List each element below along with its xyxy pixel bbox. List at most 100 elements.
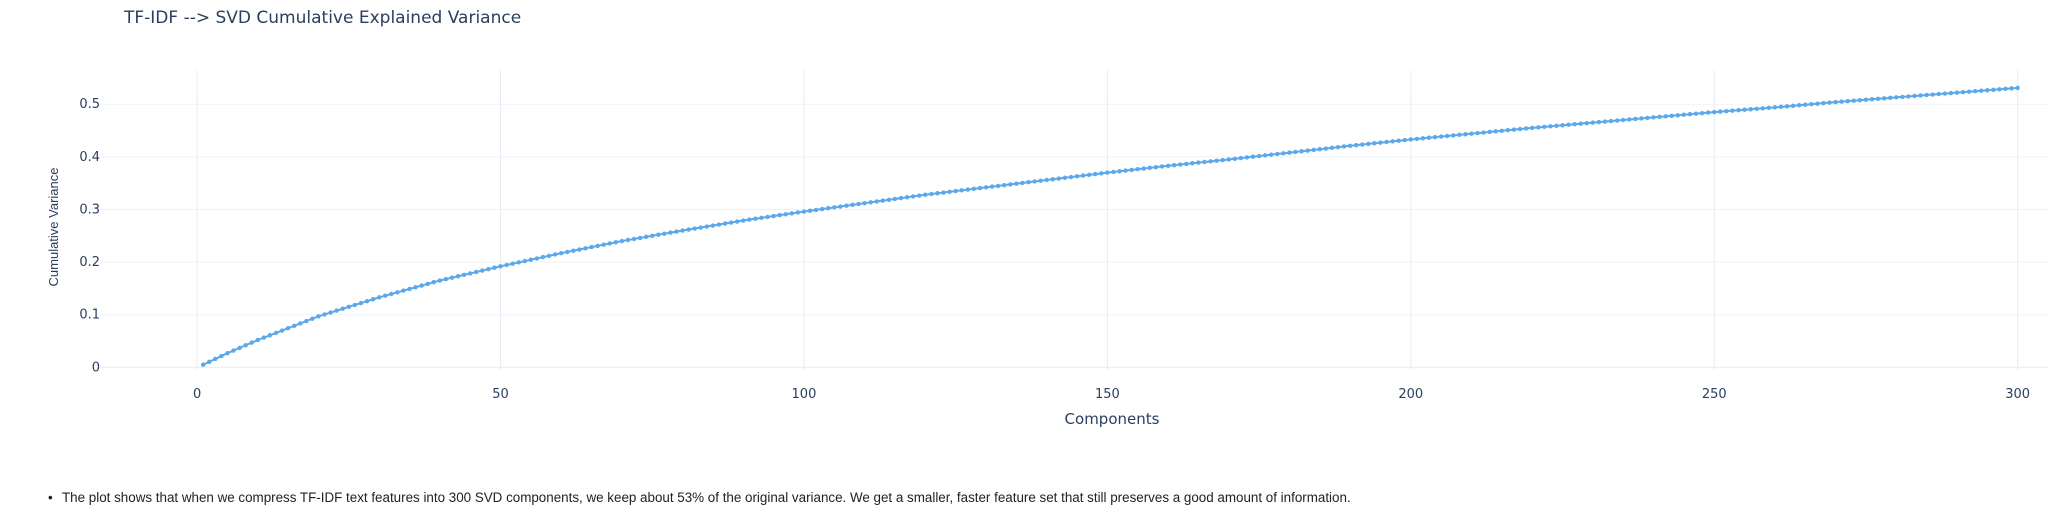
- data-point[interactable]: [1790, 103, 1796, 108]
- data-point[interactable]: [1184, 161, 1189, 167]
- data-point[interactable]: [461, 272, 467, 278]
- data-point[interactable]: [1135, 167, 1140, 172]
- data-point[interactable]: [1778, 104, 1784, 110]
- data-point[interactable]: [1275, 151, 1280, 157]
- data-point[interactable]: [613, 240, 619, 245]
- data-point[interactable]: [1633, 116, 1638, 122]
- data-point[interactable]: [819, 206, 825, 212]
- data-point[interactable]: [522, 258, 527, 264]
- data-point[interactable]: [1226, 157, 1231, 162]
- data-point[interactable]: [983, 185, 989, 190]
- data-point[interactable]: [1202, 159, 1207, 165]
- data-point[interactable]: [1869, 97, 1875, 102]
- data-point[interactable]: [1457, 132, 1462, 138]
- data-point[interactable]: [1529, 125, 1535, 131]
- data-point[interactable]: [310, 316, 315, 321]
- data-point[interactable]: [571, 248, 576, 253]
- data-point[interactable]: [1912, 93, 1917, 99]
- data-point[interactable]: [1438, 134, 1444, 139]
- data-point[interactable]: [977, 185, 983, 191]
- data-point[interactable]: [243, 343, 248, 348]
- data-point[interactable]: [413, 285, 418, 290]
- data-point[interactable]: [1032, 179, 1037, 184]
- data-point[interactable]: [1851, 98, 1857, 103]
- data-point[interactable]: [1420, 136, 1426, 141]
- data-point[interactable]: [1669, 113, 1674, 118]
- data-point[interactable]: [1451, 133, 1456, 138]
- data-point[interactable]: [1238, 155, 1244, 161]
- data-point[interactable]: [279, 328, 285, 333]
- data-point[interactable]: [862, 200, 867, 206]
- data-point[interactable]: [1014, 181, 1019, 186]
- data-point[interactable]: [874, 199, 879, 204]
- data-point[interactable]: [1481, 130, 1486, 135]
- data-point[interactable]: [1803, 102, 1808, 107]
- data-point[interactable]: [771, 213, 776, 219]
- data-point[interactable]: [1584, 120, 1589, 126]
- data-point[interactable]: [577, 247, 582, 252]
- data-point[interactable]: [1918, 93, 1923, 98]
- data-point[interactable]: [1020, 180, 1025, 186]
- data-point[interactable]: [352, 302, 358, 308]
- data-point[interactable]: [1244, 155, 1250, 160]
- data-point[interactable]: [2015, 85, 2020, 91]
- data-point[interactable]: [449, 275, 455, 280]
- data-point[interactable]: [346, 304, 352, 310]
- data-point[interactable]: [1008, 182, 1013, 187]
- data-point[interactable]: [1936, 91, 1941, 97]
- data-point[interactable]: [285, 325, 291, 331]
- data-point[interactable]: [467, 271, 473, 276]
- data-point[interactable]: [1038, 178, 1043, 183]
- data-point[interactable]: [492, 265, 497, 270]
- data-point[interactable]: [370, 297, 376, 302]
- data-point[interactable]: [1675, 113, 1681, 118]
- data-point[interactable]: [298, 321, 303, 326]
- data-point[interactable]: [1888, 95, 1893, 101]
- data-point[interactable]: [1517, 126, 1523, 132]
- data-point[interactable]: [898, 195, 904, 201]
- data-point[interactable]: [1614, 118, 1620, 123]
- data-point[interactable]: [631, 236, 637, 242]
- data-point[interactable]: [1766, 105, 1772, 111]
- data-point[interactable]: [1657, 114, 1662, 120]
- data-point[interactable]: [656, 232, 661, 237]
- data-point[interactable]: [1985, 88, 1990, 93]
- data-point[interactable]: [1117, 169, 1122, 174]
- data-point[interactable]: [929, 191, 934, 197]
- data-point[interactable]: [1572, 122, 1577, 127]
- data-point[interactable]: [1833, 99, 1838, 105]
- data-point[interactable]: [880, 198, 886, 203]
- data-point[interactable]: [1269, 152, 1274, 157]
- data-point[interactable]: [480, 268, 485, 273]
- data-point[interactable]: [1487, 129, 1492, 135]
- data-point[interactable]: [1651, 115, 1656, 120]
- data-point[interactable]: [1220, 157, 1225, 163]
- data-point[interactable]: [334, 308, 339, 313]
- data-point[interactable]: [1360, 142, 1365, 147]
- data-point[interactable]: [607, 241, 612, 246]
- data-point[interactable]: [589, 244, 594, 250]
- data-point[interactable]: [559, 250, 564, 256]
- data-point[interactable]: [1511, 127, 1517, 132]
- data-point[interactable]: [959, 188, 964, 193]
- data-point[interactable]: [1590, 120, 1596, 125]
- data-point[interactable]: [340, 306, 345, 311]
- data-point[interactable]: [328, 310, 333, 315]
- data-point[interactable]: [686, 227, 691, 232]
- data-point[interactable]: [1730, 108, 1735, 113]
- data-point[interactable]: [1086, 172, 1092, 178]
- data-point[interactable]: [1262, 153, 1268, 158]
- data-point[interactable]: [389, 291, 394, 297]
- data-point[interactable]: [1002, 182, 1007, 188]
- data-point[interactable]: [1566, 122, 1571, 127]
- data-point[interactable]: [291, 323, 297, 328]
- data-point[interactable]: [1305, 148, 1310, 153]
- data-point[interactable]: [662, 231, 667, 236]
- data-point[interactable]: [1784, 104, 1790, 109]
- data-point[interactable]: [1414, 136, 1420, 142]
- data-point[interactable]: [783, 212, 788, 217]
- data-point[interactable]: [753, 216, 758, 221]
- data-point[interactable]: [722, 221, 728, 226]
- data-point[interactable]: [1705, 110, 1711, 115]
- data-point[interactable]: [1111, 169, 1116, 175]
